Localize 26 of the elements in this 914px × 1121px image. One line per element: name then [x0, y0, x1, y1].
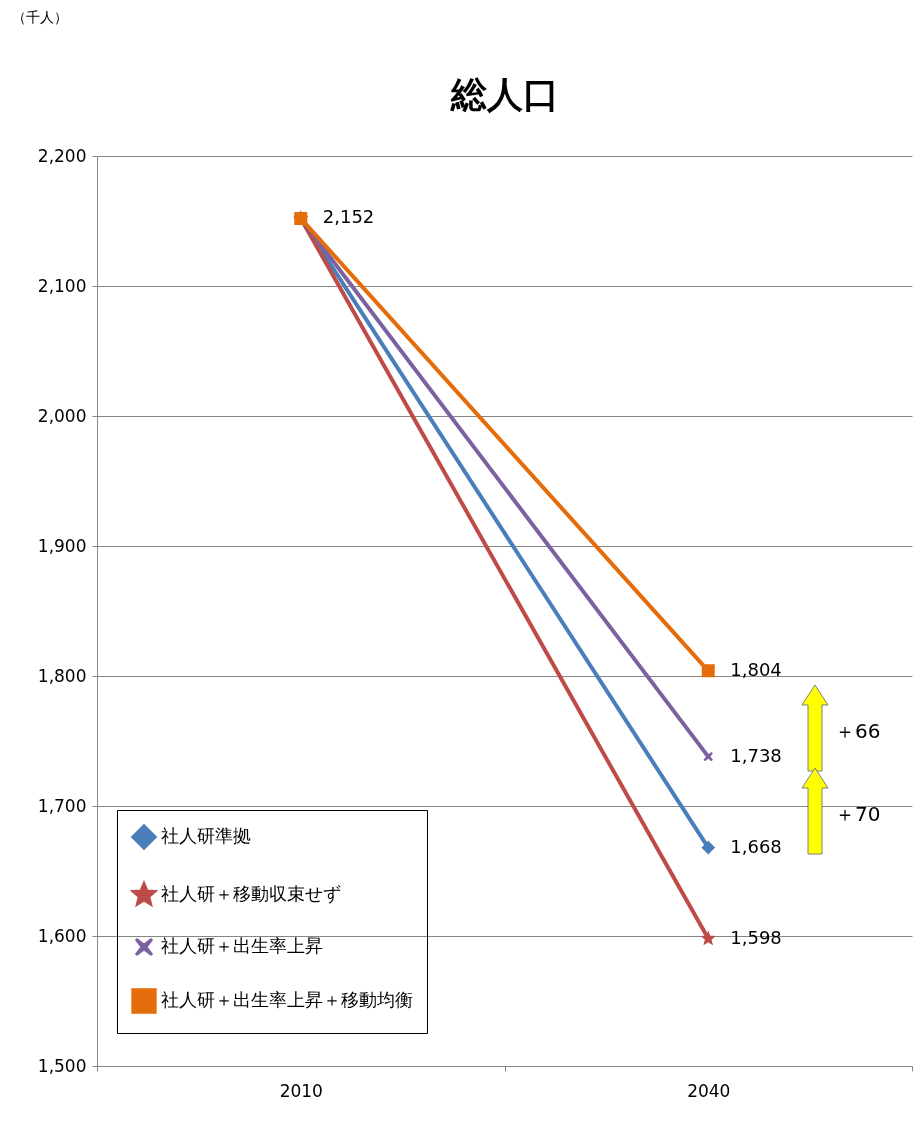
point — [701, 841, 715, 855]
y-tick-label: 2,000 — [37, 405, 87, 426]
y-tick-label: 2,100 — [37, 275, 87, 296]
y-tick-label: 1,900 — [37, 535, 87, 556]
point — [701, 664, 715, 678]
data-label: 1,598 — [730, 926, 782, 948]
data-label: 1,668 — [730, 835, 782, 857]
y-tick-label: 1,700 — [37, 795, 87, 816]
legend-label: 社人研準拠 — [161, 825, 251, 846]
point — [703, 751, 714, 762]
text: （千人） — [12, 9, 68, 25]
y-tick-label: 1,600 — [37, 925, 87, 946]
y-tick-label: 2,200 — [37, 145, 87, 166]
chart-title: 総人口 — [449, 74, 559, 115]
legend-label: 社人研＋移動収束せず — [161, 883, 341, 904]
x-tick-label: 2040 — [687, 1080, 731, 1101]
annotation: ＋70 — [835, 801, 881, 826]
legend-label: 社人研＋出生率上昇＋移動均衡 — [161, 989, 413, 1010]
x-tick-label: 2010 — [279, 1080, 323, 1101]
legend-label: 社人研＋出生率上昇 — [161, 935, 323, 956]
y-tick-label: 1,800 — [37, 665, 87, 686]
y-tick-label: 1,500 — [37, 1055, 87, 1076]
data-label: 1,804 — [730, 658, 782, 680]
data-label: 1,738 — [730, 744, 782, 766]
data-label: 2,152 — [322, 206, 375, 228]
annotation: ＋66 — [835, 718, 881, 743]
